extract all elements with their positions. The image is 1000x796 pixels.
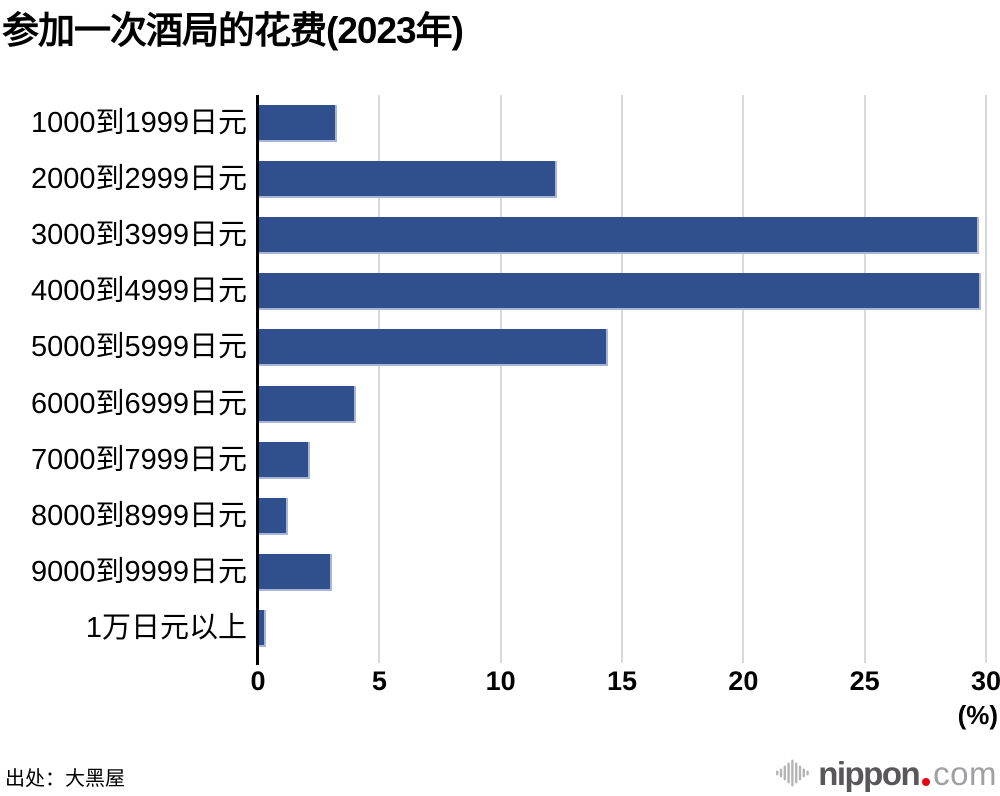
bar xyxy=(259,610,267,648)
bar-track xyxy=(259,498,986,536)
bar xyxy=(259,104,337,142)
bar-track xyxy=(259,160,986,198)
chart-row: 6000到6999日元 xyxy=(0,376,986,432)
x-tick-label: 20 xyxy=(728,666,759,696)
bar xyxy=(259,441,310,479)
gridline xyxy=(621,95,623,663)
logo-text-nippon: nippon xyxy=(818,754,920,792)
bar-track xyxy=(259,554,986,592)
x-tick-label: 0 xyxy=(250,666,266,696)
category-label: 4000到4999日元 xyxy=(30,275,247,308)
bar xyxy=(259,217,979,254)
nippon-logo: nippon com xyxy=(776,754,997,792)
bar xyxy=(259,554,332,592)
category-label: 9000到9999日元 xyxy=(30,556,247,589)
bar xyxy=(259,385,356,423)
chart-row: 2000到2999日元 xyxy=(0,151,986,207)
chart-row: 9000到9999日元 xyxy=(0,545,986,601)
chart-row: 4000到4999日元 xyxy=(0,264,986,320)
bar-track xyxy=(259,385,986,423)
chart-row: 8000到8999日元 xyxy=(0,488,986,544)
logo-text-com: com xyxy=(933,754,997,792)
x-tick-label: 10 xyxy=(485,666,516,696)
bar-track xyxy=(259,329,986,367)
bar-rows: 1000到1999日元 2000到2999日元 3000到3999日元 4000到49… xyxy=(0,95,986,657)
bar xyxy=(259,160,558,198)
bar xyxy=(259,329,608,367)
x-tick-label: 30 xyxy=(970,666,1000,696)
gridline xyxy=(742,95,745,663)
gridline xyxy=(985,95,987,663)
bar xyxy=(259,498,289,536)
chart-row: 3000到3999日元 xyxy=(0,207,986,263)
gridline xyxy=(499,95,502,663)
category-label: 1万日元以上 xyxy=(85,612,247,645)
chart-row: 1000到1999日元 xyxy=(0,95,986,151)
gridline xyxy=(378,95,381,663)
y-axis-line xyxy=(256,95,259,665)
chart-title: 参加一次酒局的花费(2023年) xyxy=(2,10,464,51)
category-label: 1000到1999日元 xyxy=(30,106,247,139)
x-tick-label: 15 xyxy=(606,666,638,696)
bar-track xyxy=(259,104,986,142)
x-tick-label: 5 xyxy=(371,666,387,696)
category-label: 5000到5999日元 xyxy=(30,331,247,364)
bar-track xyxy=(259,217,986,254)
category-label: 6000到6999日元 xyxy=(30,387,247,420)
bar-track xyxy=(259,610,986,648)
bar-track xyxy=(259,441,986,479)
gridline xyxy=(863,95,866,663)
category-label: 8000到8999日元 xyxy=(30,500,247,533)
source-note: 出处：大黑屋 xyxy=(5,768,125,790)
x-tick-label: 25 xyxy=(849,666,880,696)
chart-row: 5000到5999日元 xyxy=(0,320,986,376)
category-label: 3000到3999日元 xyxy=(30,219,247,251)
category-label: 2000到2999日元 xyxy=(30,162,247,195)
category-label: 7000到7999日元 xyxy=(30,443,247,476)
x-axis-unit-label: (%) xyxy=(957,700,998,730)
bar-track xyxy=(259,273,986,311)
plot-area xyxy=(258,95,987,663)
logo-dot xyxy=(922,778,931,786)
x-axis-ticks: 0 5 10 15 20 25 30 xyxy=(250,666,1000,702)
chart-row: 7000到7999日元 xyxy=(0,432,986,488)
waveform-icon xyxy=(776,759,809,787)
chart-row: 1万日元以上 xyxy=(0,601,986,657)
bar xyxy=(259,273,982,311)
